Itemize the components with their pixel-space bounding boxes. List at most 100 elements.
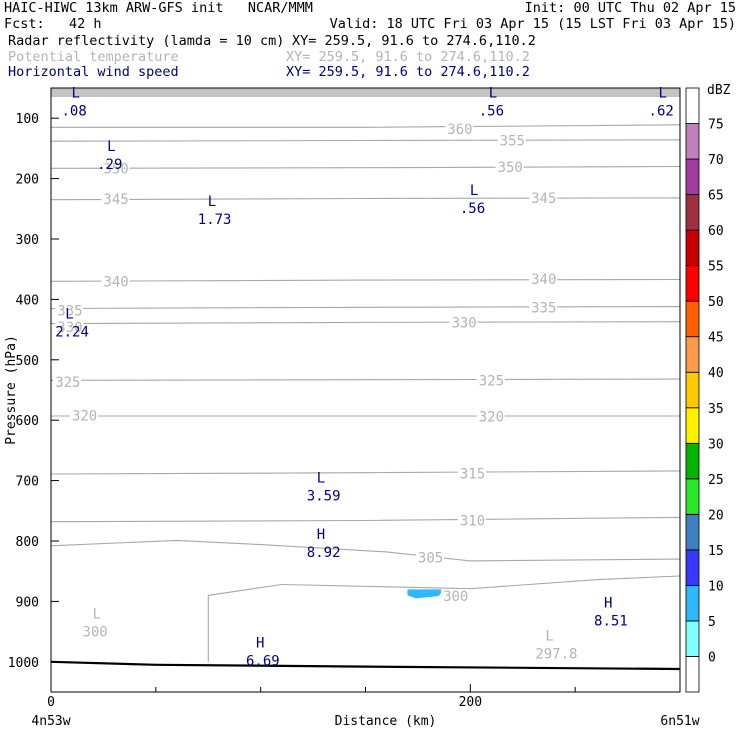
theta-label-305: 305 [418, 550, 443, 566]
theta-contour-300 [207, 575, 681, 662]
colorbar-level-label: 20 [708, 508, 724, 523]
wind-extremum-value: 6.69 [246, 654, 280, 670]
theta-contour-335 [50, 306, 681, 310]
theta-label-mask [529, 190, 558, 205]
colorbar-level-label: 35 [708, 402, 724, 417]
wind-extremum-marker: L [470, 183, 478, 199]
theta-contour-350 [50, 165, 681, 169]
theta-label-335: 335 [531, 300, 556, 316]
y-tick-label: 800 [16, 535, 39, 550]
theta-label-310: 310 [460, 513, 485, 529]
colorbar-swatch [685, 371, 700, 409]
field-name-wind: Horizontal wind speed [8, 64, 179, 80]
terrain-line [50, 660, 681, 671]
model-title: HAIC-HIWC 13km ARW-GFS init NCAR/MMM [4, 0, 313, 16]
y-tick-label: 700 [16, 475, 39, 490]
init-time: Init: 00 UTC Thu 02 Apr 15 [524, 0, 736, 16]
theta-label-mask [457, 466, 486, 481]
colorbar-swatch [685, 265, 700, 302]
theta-contour-330 [50, 321, 681, 325]
theta-min-value: 297.8 [535, 646, 577, 662]
theta-label-300: 300 [443, 589, 468, 605]
theta-contour-355 [50, 139, 681, 142]
field-xy-wind: XY= 259.5, 91.6 to 274.6,110.2 [286, 64, 530, 80]
forecast-hour: Fcst: 42 h [4, 16, 102, 32]
wind-extremum-value: .56 [460, 201, 485, 217]
colorbar-swatch [685, 194, 700, 231]
theta-label-330: 330 [451, 315, 476, 331]
theta-label-mask [476, 409, 505, 424]
wind-extremum-value: .62 [649, 103, 674, 119]
colorbar-swatch [685, 407, 700, 444]
wind-extremum-value: 8.51 [594, 614, 628, 630]
x-axis-left-end: 4n53w [31, 714, 70, 729]
x-tick-label: 0 [47, 695, 55, 710]
colorbar-level-label: 25 [708, 473, 724, 488]
theta-label-350: 350 [103, 161, 128, 177]
reflectivity-patch [407, 589, 444, 599]
theta-label-mask [441, 588, 470, 603]
colorbar-swatch [685, 620, 700, 657]
colorbar-level-label: 60 [708, 224, 724, 239]
y-tick-label: 1000 [8, 656, 39, 671]
colorbar-level-label: 55 [708, 260, 724, 275]
theta-contour-340 [50, 278, 681, 282]
theta-label-mask [53, 375, 82, 390]
colorbar-swatch [685, 656, 700, 693]
colorbar-level-label: 30 [708, 437, 724, 452]
colorbar-swatch [685, 442, 700, 480]
theta-label-mask [529, 271, 558, 286]
wind-extremum-value: .56 [479, 103, 504, 119]
theta-label-325: 325 [479, 373, 504, 389]
theta-label-350: 350 [498, 160, 523, 176]
colorbar-swatch [685, 87, 700, 124]
valid-time: Valid: 18 UTC Fri 03 Apr 15 (15 LST Fri … [329, 16, 736, 32]
theta-contour-325 [50, 378, 681, 381]
theta-label-315: 315 [460, 466, 485, 482]
theta-min-value: 300 [82, 625, 107, 641]
colorbar-level-label: 45 [708, 331, 724, 346]
colorbar-level-label: 15 [708, 544, 724, 559]
x-axis-right-end: 6n51w [660, 714, 699, 729]
colorbar-level-label: 0 [708, 650, 716, 665]
y-tick-label: 300 [16, 233, 39, 248]
y-axis-title: Pressure (hPa) [4, 335, 19, 445]
field-name-reflectivity: Radar reflectivity (lamda = 10 cm) [8, 33, 285, 49]
theta-label-mask [69, 408, 98, 423]
wind-extremum-marker: H [317, 527, 325, 543]
wind-extremum-value: 3.59 [307, 489, 341, 505]
theta-label-mask [55, 303, 84, 318]
y-tick-label: 600 [16, 414, 39, 429]
colorbar-level-label: 40 [708, 366, 724, 381]
colorbar-swatch [685, 549, 700, 586]
wind-extremum-value: 8.92 [307, 545, 341, 561]
wind-extremum-marker: H [256, 636, 264, 652]
plot-frame [50, 87, 681, 693]
colorbar-level-label: 70 [708, 153, 724, 168]
theta-label-360: 360 [447, 122, 472, 138]
theta-label-mask [101, 161, 130, 176]
wind-extremum-marker: L [208, 194, 216, 210]
theta-label-mask [55, 320, 84, 335]
colorbar-level-label: 50 [708, 295, 724, 310]
wind-extremum-value: 1.73 [198, 212, 232, 228]
theta-label-340: 340 [103, 274, 128, 290]
colorbar-swatch [685, 300, 700, 338]
colorbar-swatch [685, 585, 700, 622]
theta-contour-345 [50, 197, 681, 201]
colorbar-swatch [685, 336, 700, 373]
theta-label-mask [476, 373, 505, 388]
colorbar-swatch [685, 158, 700, 195]
y-tick-label: 200 [16, 173, 39, 188]
theta-label-325: 325 [55, 375, 80, 391]
theta-label-345: 345 [103, 192, 128, 208]
theta-min-marker: L [92, 607, 100, 623]
theta-min-marker: L [545, 628, 553, 644]
theta-label-mask [497, 133, 526, 148]
colorbar-level-label: 75 [708, 118, 724, 133]
theta-label-355: 355 [500, 134, 525, 150]
wind-extremum-marker: L [659, 85, 667, 101]
colorbar-swatch [685, 229, 700, 267]
